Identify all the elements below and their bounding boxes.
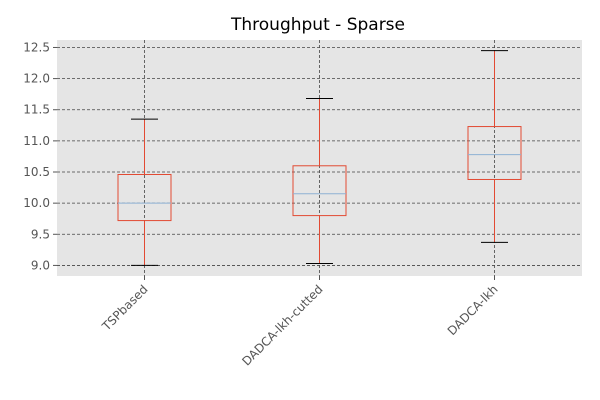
y-tick-label: 9.0 <box>31 258 50 272</box>
x-axis-ticks: TSPbased DADCA-lkh-cutted DADCA-lkh <box>99 276 501 368</box>
chart-title: Throughput - Sparse <box>230 15 405 35</box>
y-tick-label: 12.0 <box>23 72 50 86</box>
x-tick-label: TSPbased <box>99 282 151 334</box>
y-tick-label: 11.0 <box>23 134 50 148</box>
y-axis-ticks: 9.0 9.5 10.0 10.5 11.0 11.5 12.0 12.5 <box>23 40 57 272</box>
box-2 <box>467 50 522 243</box>
box-1 <box>292 98 347 265</box>
iqr-box <box>117 174 172 222</box>
y-tick-label: 11.5 <box>23 103 50 117</box>
iqr-box <box>292 165 347 217</box>
y-tick-label: 9.5 <box>31 227 50 241</box>
boxes <box>117 50 522 266</box>
iqr-box <box>467 126 522 180</box>
box-0 <box>117 118 172 266</box>
y-tick-label: 10.5 <box>23 165 50 179</box>
y-tick-label: 12.5 <box>23 40 50 54</box>
y-tick-label: 10.0 <box>23 196 50 210</box>
x-tick-label: DADCA-lkh <box>445 282 501 338</box>
x-tick-label: DADCA-lkh-cutted <box>239 282 325 368</box>
